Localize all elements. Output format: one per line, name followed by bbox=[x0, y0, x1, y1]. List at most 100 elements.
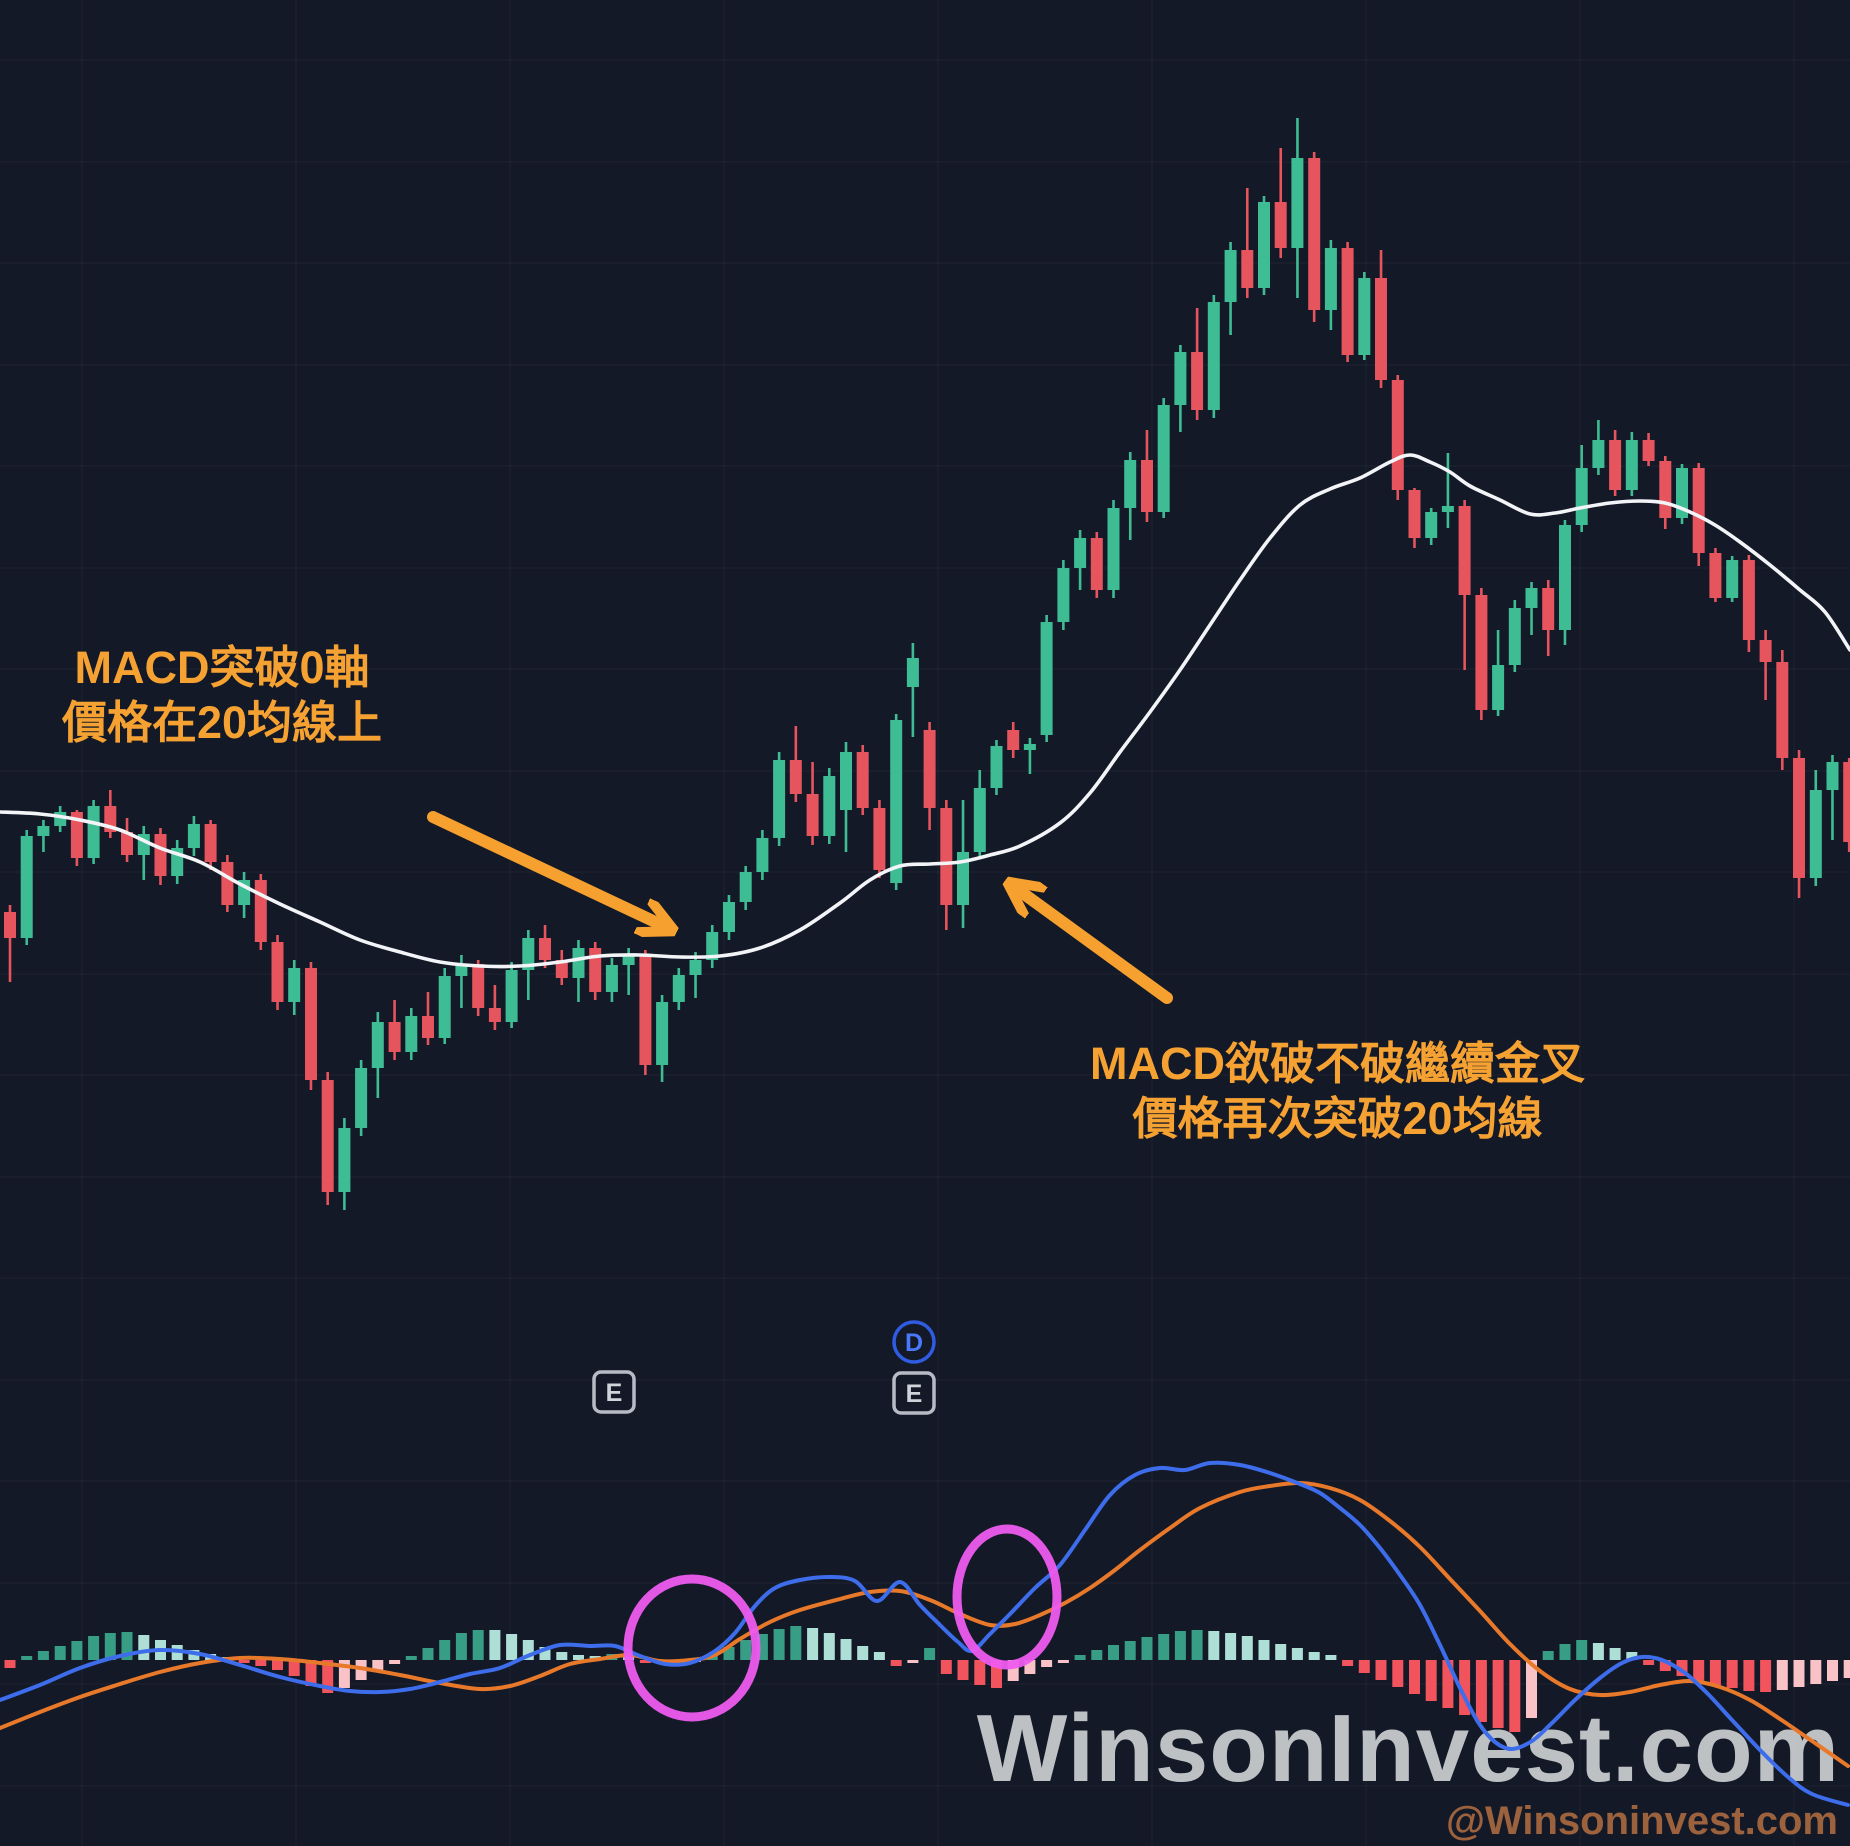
macd-histogram-bar bbox=[1358, 1660, 1370, 1673]
macd-histogram-bar bbox=[1793, 1660, 1805, 1687]
candle-body bbox=[873, 808, 886, 870]
candle-body bbox=[505, 970, 518, 1022]
pointer-arrow bbox=[427, 811, 668, 928]
macd-histogram-bar bbox=[138, 1635, 150, 1660]
candle-body bbox=[20, 836, 33, 938]
candle-body bbox=[70, 812, 83, 858]
macd-histogram-bar bbox=[840, 1639, 852, 1660]
candle-body bbox=[605, 965, 618, 992]
candle-body bbox=[1826, 762, 1839, 790]
annotation-macd-breaks-zero: MACD突破0軸 價格在20均線上 bbox=[62, 640, 382, 750]
candlestick-series bbox=[4, 118, 1850, 1210]
macd-histogram-bar bbox=[1342, 1660, 1354, 1666]
candle-body bbox=[121, 832, 133, 855]
candle-body bbox=[856, 752, 869, 808]
svg-text:E: E bbox=[906, 1380, 923, 1408]
macd-histogram-bar bbox=[1258, 1640, 1270, 1660]
candle-body bbox=[1525, 588, 1538, 608]
earnings-badge-1[interactable]: E bbox=[592, 1370, 636, 1414]
candle-body bbox=[1207, 302, 1220, 410]
macd-histogram-bar bbox=[573, 1655, 584, 1660]
candle-body bbox=[1659, 461, 1672, 518]
macd-histogram-bar bbox=[372, 1660, 384, 1670]
candle-body bbox=[622, 955, 635, 965]
macd-histogram-bar bbox=[389, 1660, 401, 1664]
candle-body bbox=[288, 968, 301, 1002]
watermark-handle: @Winsoninvest.com bbox=[1445, 1799, 1838, 1843]
macd-histogram-bar bbox=[1609, 1648, 1621, 1660]
macd-histogram-bar bbox=[1074, 1655, 1086, 1660]
candle-body bbox=[1174, 352, 1187, 405]
macd-histogram-bar bbox=[1509, 1660, 1521, 1732]
candle-body bbox=[4, 912, 16, 938]
macd-histogram-bar bbox=[422, 1648, 434, 1660]
candle-body bbox=[639, 955, 652, 1065]
macd-histogram-bar bbox=[71, 1641, 83, 1660]
macd-histogram-bar bbox=[907, 1660, 919, 1663]
macd-histogram-bar bbox=[522, 1640, 534, 1660]
candle-body bbox=[957, 852, 969, 905]
candle-body bbox=[739, 872, 752, 902]
candle-body bbox=[555, 960, 568, 978]
macd-histogram-bar bbox=[455, 1633, 467, 1660]
macd-histogram-bar bbox=[238, 1660, 250, 1663]
candle-body bbox=[1258, 202, 1270, 288]
macd-histogram-bar bbox=[1442, 1660, 1454, 1708]
candle-body bbox=[1341, 248, 1354, 355]
candle-body bbox=[1224, 250, 1237, 302]
candle-body bbox=[1291, 158, 1304, 248]
candle-body bbox=[405, 1016, 418, 1052]
candle-body bbox=[1040, 622, 1053, 735]
macd-histogram-bar bbox=[1007, 1660, 1019, 1681]
candle-body bbox=[1625, 440, 1638, 490]
candle-body bbox=[1090, 538, 1103, 590]
candle-body bbox=[488, 1008, 501, 1022]
earnings-badge-2[interactable]: E bbox=[892, 1371, 936, 1415]
macd-histogram-bar bbox=[1526, 1660, 1537, 1718]
candle-body bbox=[338, 1128, 351, 1192]
watermark-text: WinsonInvest.com bbox=[976, 1695, 1840, 1802]
candle-body bbox=[388, 1022, 401, 1052]
ma20-line bbox=[0, 453, 1850, 969]
annotation-line: 價格再次突破20均線 bbox=[1132, 1093, 1543, 1144]
macd-histogram-bar bbox=[890, 1660, 902, 1666]
macd-histogram-bar bbox=[322, 1660, 334, 1693]
candle-body bbox=[672, 975, 685, 1002]
candle-body bbox=[1074, 538, 1087, 568]
dividend-badge[interactable]: D bbox=[892, 1320, 936, 1364]
candle-body bbox=[773, 760, 786, 838]
candle-body bbox=[840, 752, 852, 810]
candle-body bbox=[1107, 508, 1120, 590]
candle-body bbox=[890, 720, 903, 883]
candle-body bbox=[1793, 758, 1805, 878]
macd-histogram-bar bbox=[723, 1647, 735, 1660]
macd-histogram-bar bbox=[823, 1633, 835, 1660]
macd-histogram-bar bbox=[37, 1651, 49, 1660]
candle-body bbox=[221, 862, 234, 905]
candle-body bbox=[422, 1016, 434, 1038]
candle-body bbox=[1726, 560, 1739, 598]
candle-body bbox=[723, 902, 735, 932]
macd-histogram bbox=[4, 1626, 1850, 1732]
candle-body bbox=[689, 960, 702, 975]
macd-histogram-bar bbox=[121, 1632, 133, 1660]
candle-body bbox=[522, 938, 535, 970]
macd-histogram-bar bbox=[974, 1660, 986, 1685]
macd-histogram-bar bbox=[1091, 1650, 1103, 1660]
macd-histogram-bar bbox=[1592, 1643, 1604, 1660]
candle-body bbox=[1441, 506, 1454, 512]
candle-body bbox=[1308, 158, 1321, 310]
macd-histogram-bar bbox=[305, 1660, 317, 1686]
candle-body bbox=[1642, 440, 1655, 461]
candle-body bbox=[1458, 506, 1471, 595]
macd-histogram-bar bbox=[272, 1660, 283, 1670]
macd-histogram-bar bbox=[1392, 1660, 1404, 1687]
macd-histogram-bar bbox=[1459, 1660, 1471, 1715]
macd-histogram-bar bbox=[1760, 1660, 1772, 1692]
macd-histogram-bar bbox=[21, 1656, 33, 1660]
macd-histogram-bar bbox=[639, 1660, 651, 1663]
macd-histogram-bar bbox=[756, 1634, 768, 1660]
highlight-circles bbox=[623, 1524, 1062, 1722]
macd-histogram-bar bbox=[1158, 1634, 1170, 1660]
